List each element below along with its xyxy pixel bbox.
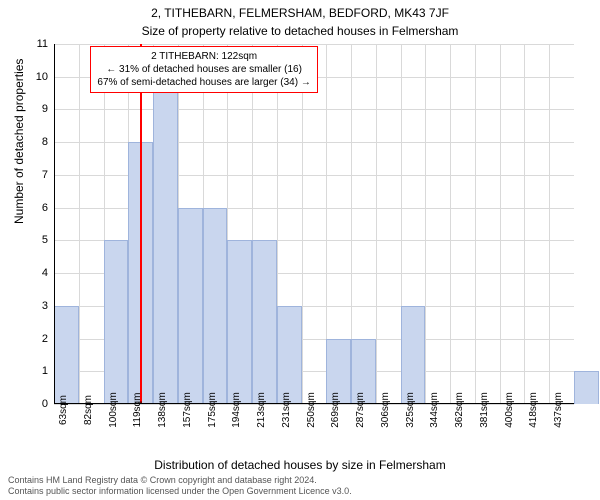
x-tick: 400sqm — [504, 392, 515, 428]
y-tick: 1 — [0, 365, 48, 377]
footer-line1: Contains HM Land Registry data © Crown c… — [8, 475, 352, 487]
footer-attribution: Contains HM Land Registry data © Crown c… — [8, 475, 352, 498]
gridline-v — [549, 44, 550, 404]
x-tick: 63sqm — [58, 395, 69, 425]
plot-area: 2 TITHEBARN: 122sqm← 31% of detached hou… — [54, 44, 574, 404]
histogram-bar — [277, 306, 302, 404]
histogram-bar — [203, 208, 228, 404]
gridline-v — [376, 44, 377, 404]
x-tick: 231sqm — [281, 392, 292, 428]
x-tick: 437sqm — [553, 392, 564, 428]
y-tick: 11 — [0, 38, 48, 50]
gridline-v — [79, 44, 80, 404]
histogram-bar — [104, 240, 129, 404]
y-tick: 5 — [0, 234, 48, 246]
histogram-bar — [401, 306, 426, 404]
x-tick: 306sqm — [380, 392, 391, 428]
x-tick: 418sqm — [528, 392, 539, 428]
x-tick: 287sqm — [355, 392, 366, 428]
x-tick: 82sqm — [83, 395, 94, 425]
gridline-v — [524, 44, 525, 404]
histogram-bar — [574, 371, 599, 404]
y-tick: 6 — [0, 202, 48, 214]
gridline-v — [475, 44, 476, 404]
gridline-v — [450, 44, 451, 404]
property-marker-line — [140, 44, 142, 404]
y-tick: 0 — [0, 398, 48, 410]
chart-container: 2, TITHEBARN, FELMERSHAM, BEDFORD, MK43 … — [0, 0, 600, 500]
x-axis-label: Distribution of detached houses by size … — [0, 458, 600, 472]
x-tick: 381sqm — [479, 392, 490, 428]
x-tick: 157sqm — [182, 392, 193, 428]
x-tick: 138sqm — [157, 392, 168, 428]
histogram-bar — [178, 208, 203, 404]
x-tick: 194sqm — [231, 392, 242, 428]
y-tick: 8 — [0, 136, 48, 148]
x-tick: 100sqm — [108, 392, 119, 428]
gridline-h — [54, 44, 574, 45]
y-tick: 2 — [0, 333, 48, 345]
x-tick: 213sqm — [256, 392, 267, 428]
footer-line2: Contains public sector information licen… — [8, 486, 352, 498]
x-tick: 175sqm — [207, 392, 218, 428]
y-tick: 9 — [0, 103, 48, 115]
histogram-bar — [54, 306, 79, 404]
histogram-bar — [153, 77, 178, 404]
gridline-h — [54, 109, 574, 110]
gridline-v — [425, 44, 426, 404]
x-tick: 325sqm — [405, 392, 416, 428]
annotation-box: 2 TITHEBARN: 122sqm← 31% of detached hou… — [90, 46, 317, 93]
histogram-bar — [252, 240, 277, 404]
y-tick: 7 — [0, 169, 48, 181]
x-tick: 250sqm — [306, 392, 317, 428]
y-tick: 4 — [0, 267, 48, 279]
annotation-line3: 67% of semi-detached houses are larger (… — [97, 76, 310, 89]
y-tick: 3 — [0, 300, 48, 312]
x-tick: 344sqm — [429, 392, 440, 428]
subtitle: Size of property relative to detached ho… — [0, 24, 600, 38]
x-tick: 362sqm — [454, 392, 465, 428]
annotation-line1: 2 TITHEBARN: 122sqm — [97, 50, 310, 63]
address-title: 2, TITHEBARN, FELMERSHAM, BEDFORD, MK43 … — [0, 6, 600, 20]
histogram-bar — [227, 240, 252, 404]
y-tick: 10 — [0, 71, 48, 83]
gridline-v — [302, 44, 303, 404]
x-tick: 119sqm — [132, 393, 143, 428]
annotation-line2: ← 31% of detached houses are smaller (16… — [97, 63, 310, 76]
x-tick: 269sqm — [330, 392, 341, 428]
y-axis-line — [54, 44, 55, 404]
gridline-v — [500, 44, 501, 404]
